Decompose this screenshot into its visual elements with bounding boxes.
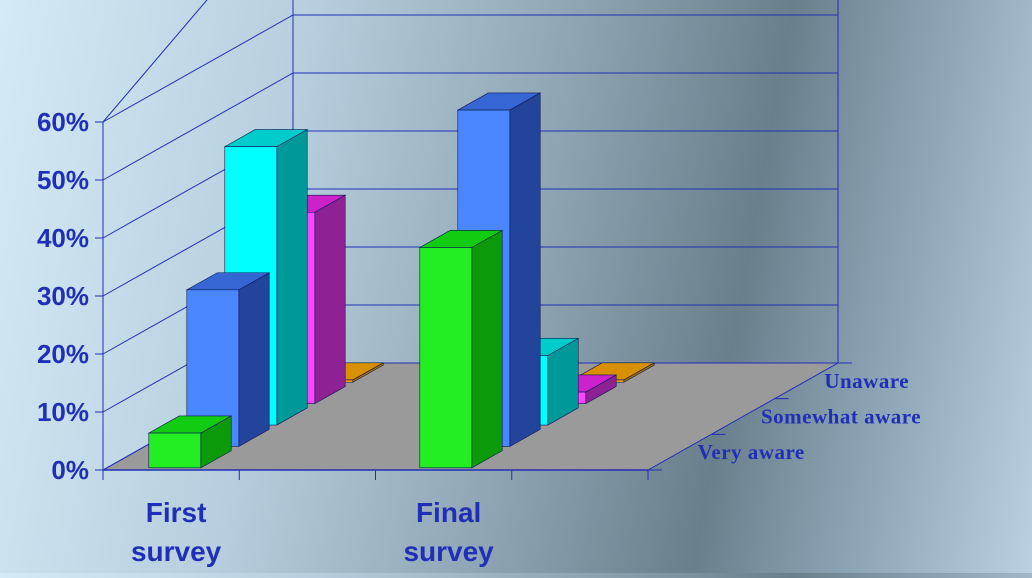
category-label: Final <box>416 497 481 528</box>
bar <box>148 432 202 469</box>
bar-side <box>471 229 503 469</box>
category-label: survey <box>403 536 494 567</box>
chart-bars <box>147 92 656 469</box>
bar-group <box>185 272 271 447</box>
y-tick-label: 50% <box>37 165 89 195</box>
y-tick-label: 0% <box>51 455 89 485</box>
y-tick-label: 20% <box>37 339 89 369</box>
y-tick-label: 40% <box>37 223 89 253</box>
wall-edge <box>102 0 208 123</box>
chart-labels: 0% 10% 20% 30% 40% 50% 60% First survey Final surv… <box>37 107 921 567</box>
bar-group <box>147 415 233 469</box>
depth-label: Unaware <box>824 369 909 393</box>
y-tick-label: 60% <box>37 107 89 137</box>
y-tick-label: 10% <box>37 397 89 427</box>
depth-label: Very aware <box>698 440 805 464</box>
bar-side <box>276 129 308 426</box>
bar-group <box>418 229 504 469</box>
bar-side <box>238 272 270 447</box>
category-label: First <box>146 497 207 528</box>
category-label: survey <box>131 536 222 567</box>
bar-side <box>314 194 346 405</box>
bar <box>419 247 473 469</box>
depth-label: Somewhat aware <box>761 405 921 429</box>
y-tick-label: 30% <box>37 281 89 311</box>
bar-side <box>509 92 541 447</box>
